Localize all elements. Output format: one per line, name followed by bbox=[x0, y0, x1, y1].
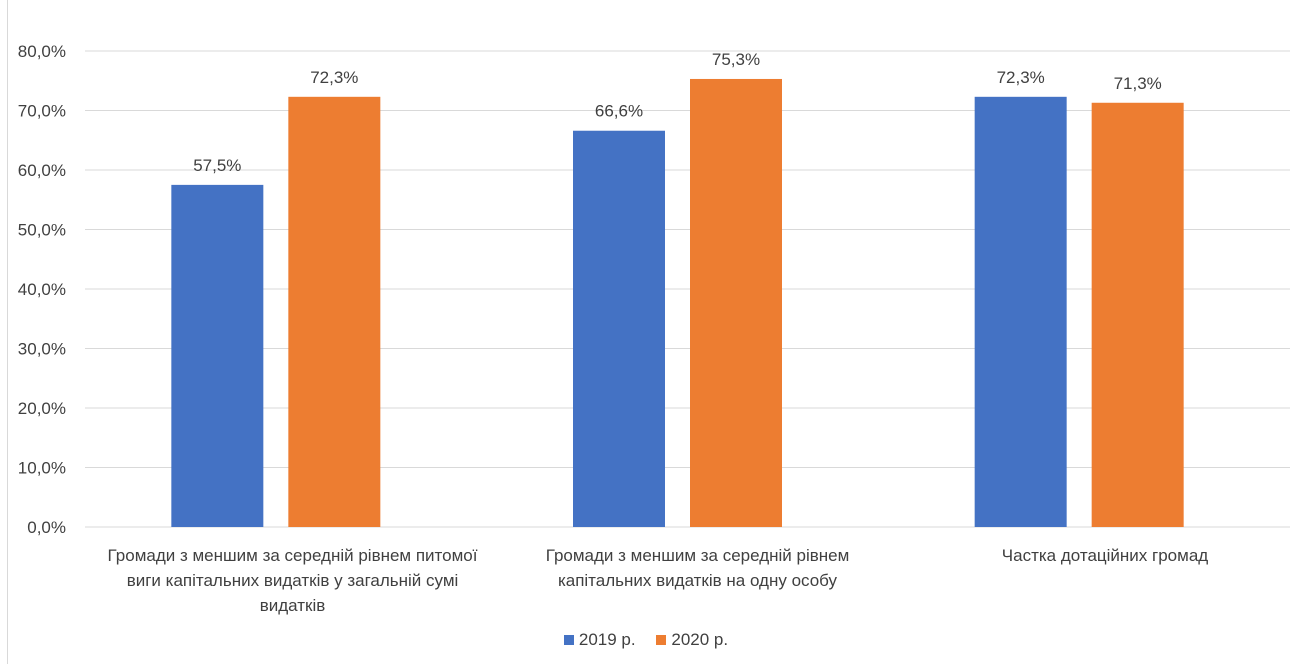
bar-2020-2 bbox=[690, 78, 782, 527]
legend-label-2019: 2019 р. bbox=[578, 630, 636, 649]
bar-2019-3 bbox=[974, 96, 1067, 527]
data-label: 57,5% bbox=[193, 156, 241, 175]
data-label: 66,6% bbox=[595, 102, 643, 121]
y-tick-label: 50,0% bbox=[18, 221, 66, 240]
y-tick-label: 80,0% bbox=[18, 42, 66, 61]
legend-item-2020: 2020 р. bbox=[656, 630, 728, 650]
y-tick-label: 20,0% bbox=[18, 399, 66, 418]
legend-item-2019: 2019 р. bbox=[563, 630, 636, 650]
bar-2020-3 bbox=[1091, 102, 1184, 527]
y-tick-label: 40,0% bbox=[18, 280, 66, 299]
data-label: 75,3% bbox=[712, 50, 760, 69]
y-tick-label: 70,0% bbox=[18, 102, 66, 121]
bar-2019-2 bbox=[573, 130, 665, 528]
category-label-1: Громади з меншим за середній рівнем пито… bbox=[107, 546, 478, 615]
chart-border bbox=[7, 0, 8, 664]
y-tick-label: 0,0% bbox=[27, 518, 66, 537]
legend-label-2020: 2020 р. bbox=[671, 630, 729, 649]
bar-chart: 0,0% 10,0% 20,0% 30,0% 40,0% 50,0% 60,0% 70,0% 8… bbox=[18, 42, 1290, 537]
category-label-3: Частка дотаційних громад bbox=[1001, 546, 1209, 565]
data-label: 72,3% bbox=[310, 68, 358, 87]
legend: 2019 р. 2020 р. bbox=[0, 630, 1292, 650]
y-tick-label: 10,0% bbox=[18, 459, 66, 478]
data-label: 72,3% bbox=[997, 68, 1045, 87]
category-label-2: Громади з меншим за середній рівнем капі… bbox=[545, 546, 850, 590]
legend-swatch-2019 bbox=[563, 635, 574, 645]
data-label: 71,3% bbox=[1114, 74, 1162, 93]
bar-2020-1 bbox=[288, 96, 381, 527]
y-tick-label: 60,0% bbox=[18, 161, 66, 180]
bar-2019-1 bbox=[171, 184, 264, 527]
legend-swatch-2020 bbox=[656, 635, 667, 645]
y-tick-label: 30,0% bbox=[18, 340, 66, 359]
